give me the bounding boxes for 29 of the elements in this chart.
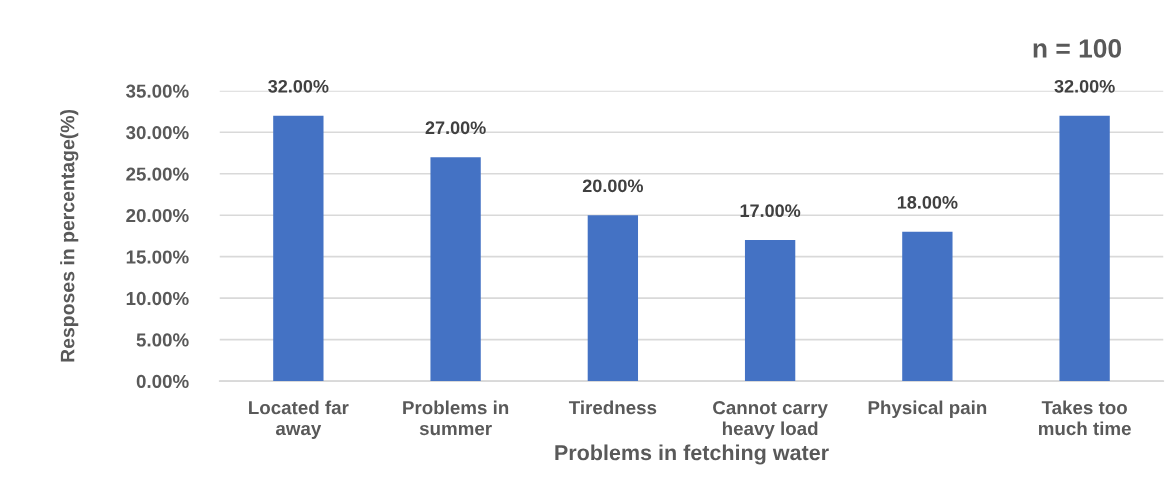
y-tick-label: 35.00% (126, 84, 189, 98)
data-label: 27.00% (425, 121, 486, 135)
y-tick-label: 10.00% (126, 291, 189, 306)
bar (744, 240, 796, 382)
bar (1059, 115, 1110, 382)
y-tick-label: 25.00% (126, 167, 189, 181)
data-label: 32.00% (268, 79, 329, 93)
y-tick-label: 0.00% (136, 374, 189, 389)
x-tick-label: Cannot carry heavy load (713, 401, 828, 439)
x-tick-label: Takes too much time (1038, 400, 1131, 436)
x-tick-label: Tiredness (568, 400, 657, 415)
bar (902, 231, 953, 382)
y-tick-label: 15.00% (126, 250, 189, 264)
data-label: 18.00% (897, 196, 958, 209)
data-label: 17.00% (740, 204, 801, 218)
bar (273, 115, 324, 382)
x-tick-label: Physical pain (868, 400, 987, 419)
data-label: 20.00% (582, 179, 644, 193)
y-axis-title: Resposes in percentage(%) (60, 109, 79, 362)
y-tick-label: 20.00% (126, 208, 189, 223)
bar (430, 157, 481, 382)
x-tick-label: Located far away (249, 400, 349, 439)
data-label: 32.00% (1054, 79, 1115, 93)
y-tick-label: 5.00% (136, 333, 189, 347)
text: n = 100 (1033, 39, 1122, 58)
bar (587, 215, 639, 382)
y-tick-label: 30.00% (126, 125, 189, 140)
x-tick-label: Problems in summer (403, 400, 509, 436)
x-axis-title: Problems in fetching water (555, 444, 829, 465)
